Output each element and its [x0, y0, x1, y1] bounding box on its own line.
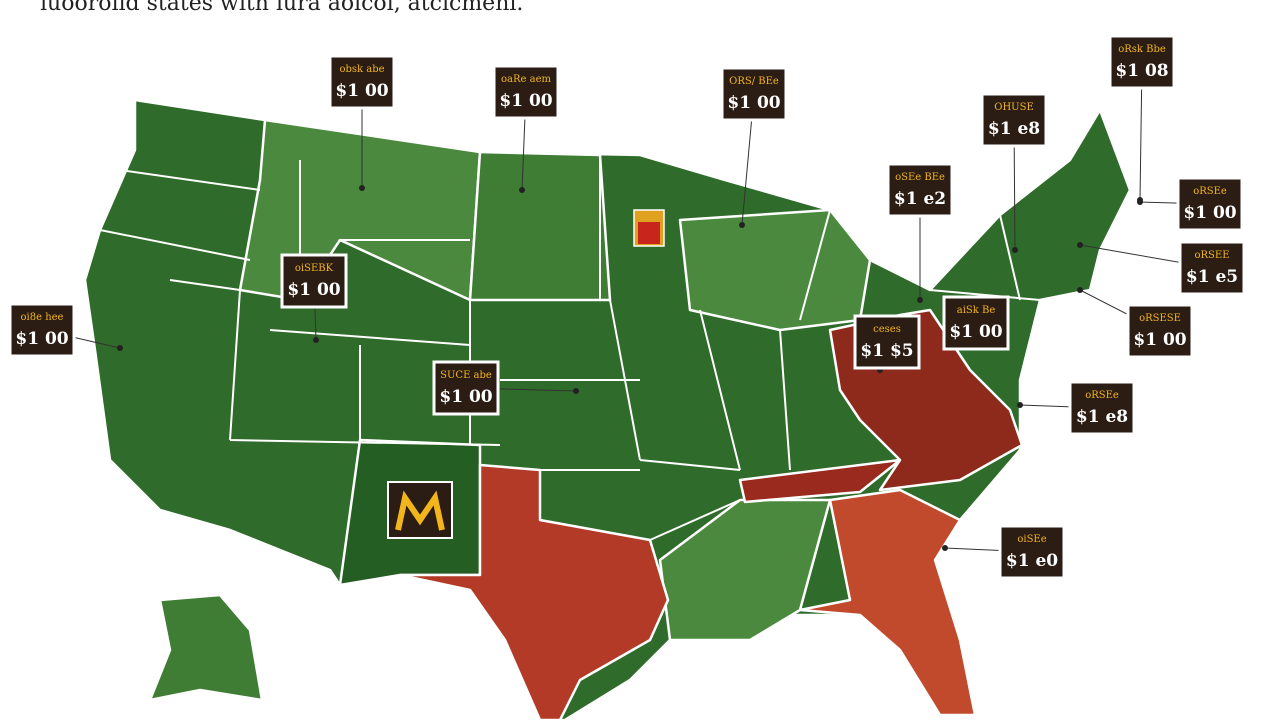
- callout-heading: ceses: [873, 324, 901, 335]
- southeast: [798, 488, 977, 717]
- alaska: [148, 593, 264, 702]
- callout-price: $1 00: [949, 322, 1002, 342]
- leader-dot: [917, 297, 923, 303]
- callout-box: [328, 54, 396, 110]
- great-lakes: [678, 208, 872, 332]
- callout-price: $1 00: [727, 93, 780, 113]
- callout-heading: oRsk Bbe: [1118, 44, 1166, 55]
- callout-heading: oaRe aem: [501, 74, 551, 85]
- callout-heading: SUCE abe: [440, 370, 492, 381]
- leader-dot: [739, 222, 745, 228]
- callout-box: [8, 302, 76, 358]
- callout-box: [1176, 176, 1244, 232]
- callout-box: [280, 253, 348, 309]
- leader-dot: [117, 345, 123, 351]
- callout-heading: oSEe BEe: [895, 172, 945, 183]
- callout-price: $1 00: [439, 387, 492, 407]
- callout-price: $1 e2: [894, 189, 946, 209]
- callout-box: [432, 360, 500, 416]
- callout-box: [1068, 380, 1136, 436]
- callouts: obsk abe $1 00 oaRe aem $1 00 ORS/ BEe $1 00 o…: [8, 34, 1246, 580]
- callout-heading: oRSEe: [1085, 390, 1119, 401]
- callout-heading: oiSEe: [1017, 534, 1046, 545]
- callout-box: [1108, 34, 1176, 90]
- us-map: [83, 98, 1132, 720]
- callout-price: $1 $5: [860, 341, 913, 361]
- callout-box: [853, 314, 921, 370]
- state-borders: [99, 155, 1041, 541]
- callout-heading: ORS/ BEe: [729, 76, 779, 87]
- callout-box: [980, 92, 1048, 148]
- callout-box: [998, 524, 1066, 580]
- tennessee: [738, 458, 902, 504]
- callout-price: $1 00: [1133, 330, 1186, 350]
- callout-price: $1 e8: [1076, 407, 1128, 427]
- callout-heading: oRSESE: [1139, 313, 1181, 324]
- leader-dot: [1012, 247, 1018, 253]
- callout-price: $1 e5: [1186, 267, 1238, 287]
- callout-heading: obsk abe: [339, 64, 384, 75]
- callout-price: $1 00: [499, 91, 552, 111]
- leader-dot: [1137, 199, 1143, 205]
- callout-box: [492, 64, 560, 120]
- mcd-logo: [387, 481, 453, 539]
- fries-icon: [633, 209, 665, 247]
- callout-price: $1 08: [1115, 61, 1168, 81]
- callout-box: [720, 66, 788, 122]
- leader-dot: [1077, 242, 1083, 248]
- callout-price: $1 e0: [1006, 551, 1058, 571]
- leader-dot: [1017, 402, 1023, 408]
- callout-price: $1 00: [287, 280, 340, 300]
- callout-heading: oRSEE: [1195, 250, 1230, 261]
- leader-dot: [313, 337, 319, 343]
- leader-dot: [359, 185, 365, 191]
- callout-heading: oi8e hee: [21, 312, 64, 323]
- leader-dot: [519, 187, 525, 193]
- callout-price: $1 00: [335, 81, 388, 101]
- leader-dot: [942, 545, 948, 551]
- callout-price: $1 00: [1183, 203, 1236, 223]
- callout-box: [1126, 303, 1194, 359]
- callout-heading: oRSEe: [1193, 186, 1227, 197]
- callout-heading: aiSk Be: [957, 305, 996, 316]
- leader-dot: [573, 388, 579, 394]
- map-title: iuooroiid states with iura aoicoi, atcic…: [40, 0, 523, 16]
- callout-heading: OHUSE: [994, 102, 1034, 113]
- texas: [398, 463, 670, 720]
- leader-dot: [1077, 287, 1083, 293]
- callout-box: [886, 162, 954, 218]
- callout-price: $1 e8: [988, 119, 1040, 139]
- plains-states: [468, 150, 612, 302]
- callout-box: [942, 295, 1010, 351]
- callout-price: $1 00: [15, 329, 68, 349]
- callout-heading: oiSEBK: [295, 263, 334, 274]
- callout-box: [1178, 240, 1246, 296]
